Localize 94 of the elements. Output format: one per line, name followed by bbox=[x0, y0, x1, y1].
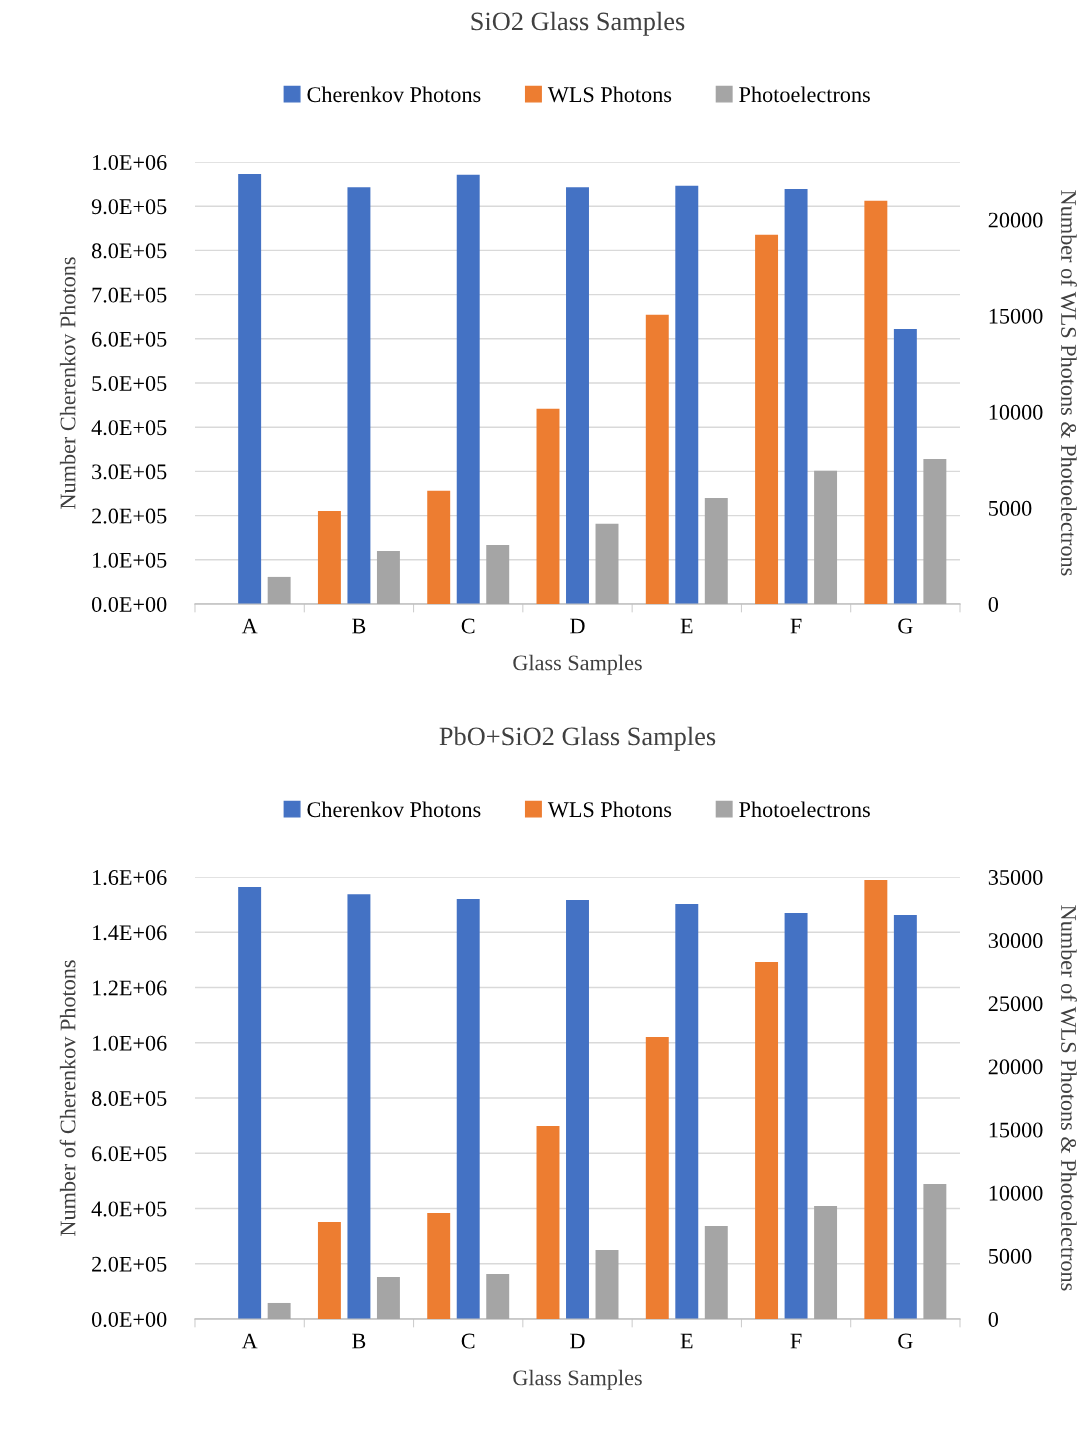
y2-tick-label: 10000 bbox=[989, 404, 1043, 420]
x-axis-title: Glass Samples bbox=[513, 654, 642, 675]
bar bbox=[376, 1276, 400, 1319]
bar bbox=[784, 188, 808, 604]
x-tick-label: D bbox=[570, 1333, 585, 1349]
x-tick-label: F bbox=[790, 618, 802, 634]
bar bbox=[486, 545, 510, 604]
y-tick-label: 1.0E+05 bbox=[93, 552, 167, 568]
y-axis-title: Number Cherenkov Photons bbox=[59, 257, 76, 509]
y-axis-title: Number of Cherenkov Photons bbox=[59, 960, 76, 1236]
y-tick-label: 3.0E+05 bbox=[92, 464, 167, 480]
y-tick-label: 0.0E+00 bbox=[91, 1311, 167, 1328]
legend-label: Cherenkov Photons bbox=[307, 86, 481, 103]
bar bbox=[864, 200, 888, 604]
y-tick-label: 1.2E+06 bbox=[93, 980, 167, 996]
y-tick-label: 2.0E+05 bbox=[92, 508, 167, 524]
x-axis-title: Glass Samples bbox=[513, 1369, 642, 1390]
y-tick-label: 6.0E+05 bbox=[92, 331, 167, 347]
y-tick-label: 6.0E+05 bbox=[92, 1146, 167, 1162]
bar bbox=[923, 1184, 947, 1319]
legend-label: WLS Photons bbox=[547, 801, 672, 818]
y2-tick-label: 15000 bbox=[989, 308, 1043, 324]
x-tick-label: A bbox=[241, 618, 258, 634]
bar bbox=[536, 1126, 560, 1319]
y2-tick-label: 10000 bbox=[989, 1185, 1043, 1201]
bar bbox=[893, 329, 917, 604]
y-tick-label: 1.6E+06 bbox=[93, 869, 167, 886]
x-tick-label: G bbox=[898, 618, 913, 634]
bar bbox=[238, 173, 262, 604]
bar bbox=[536, 408, 560, 604]
x-tick-label: C bbox=[461, 1333, 475, 1349]
y-tick-label: 4.0E+05 bbox=[91, 420, 167, 436]
bar bbox=[704, 1226, 728, 1319]
y2-tick-label: 20000 bbox=[988, 212, 1043, 228]
y-tick-label: 4.0E+05 bbox=[91, 1201, 167, 1217]
bar bbox=[566, 187, 589, 604]
y-tick-label: 1.4E+06 bbox=[93, 925, 167, 941]
x-tick-label: B bbox=[352, 618, 366, 634]
y-tick-label: 5.0E+05 bbox=[92, 375, 167, 392]
chart-title: SiO2 Glass Samples bbox=[471, 11, 685, 36]
bar bbox=[376, 550, 400, 604]
bar bbox=[486, 1274, 510, 1319]
y2-tick-label: 0 bbox=[988, 1311, 999, 1327]
y-tick-label: 0.0E+00 bbox=[91, 596, 167, 613]
y-tick-label: 8.0E+05 bbox=[91, 243, 167, 259]
legend-label: Photoelectrons bbox=[739, 86, 870, 103]
x-tick-label: B bbox=[352, 1333, 366, 1349]
bar bbox=[923, 458, 947, 604]
bar bbox=[675, 185, 699, 604]
bar bbox=[645, 1037, 669, 1319]
bar bbox=[267, 1302, 291, 1319]
legend-label: WLS Photons bbox=[547, 86, 672, 103]
y-tick-label: 7.0E+05 bbox=[92, 287, 167, 303]
bar bbox=[864, 880, 888, 1319]
y2-tick-label: 35000 bbox=[988, 869, 1043, 885]
bar bbox=[814, 1205, 838, 1319]
x-tick-label: E bbox=[680, 1333, 693, 1349]
bar bbox=[595, 1250, 619, 1319]
y2-tick-label: 20000 bbox=[988, 1059, 1043, 1075]
chart-title: PbO+SiO2 Glass Samples bbox=[439, 726, 716, 751]
y2-tick-label: 30000 bbox=[988, 933, 1043, 949]
bar bbox=[317, 510, 341, 604]
bar bbox=[645, 314, 669, 604]
y-tick-label: 1.0E+06 bbox=[93, 154, 167, 171]
bar bbox=[456, 174, 480, 604]
y2-axis-title: Number of WLS Photons & Photoelectrons bbox=[1060, 905, 1077, 1291]
bar bbox=[267, 576, 291, 604]
bar bbox=[427, 490, 451, 604]
y2-tick-label: 5000 bbox=[989, 500, 1032, 516]
y2-tick-label: 0 bbox=[988, 596, 999, 612]
y2-tick-label: 15000 bbox=[989, 1122, 1043, 1138]
bar bbox=[347, 187, 371, 604]
legend-label: Cherenkov Photons bbox=[307, 801, 481, 818]
x-tick-label: D bbox=[570, 618, 585, 634]
legend-label: Photoelectrons bbox=[739, 801, 870, 818]
x-tick-label: E bbox=[680, 618, 693, 634]
bar bbox=[814, 470, 838, 604]
y-tick-label: 1.0E+06 bbox=[93, 1035, 167, 1051]
y2-tick-label: 25000 bbox=[988, 996, 1043, 1012]
bar bbox=[317, 1222, 341, 1319]
x-tick-label: A bbox=[241, 1333, 258, 1349]
bar bbox=[755, 234, 779, 604]
y-tick-label: 9.0E+05 bbox=[91, 199, 167, 215]
x-tick-label: G bbox=[898, 1333, 913, 1349]
x-tick-label: F bbox=[790, 1333, 802, 1349]
y2-axis-title: Number of WLS Photons & Photoelectrons bbox=[1060, 190, 1077, 576]
bar bbox=[595, 523, 619, 604]
bar bbox=[704, 497, 728, 604]
bar bbox=[755, 961, 779, 1319]
y-tick-label: 8.0E+05 bbox=[91, 1090, 167, 1107]
bar bbox=[427, 1213, 451, 1319]
y-tick-label: 2.0E+05 bbox=[92, 1256, 167, 1272]
x-tick-label: C bbox=[461, 618, 475, 634]
y2-tick-label: 5000 bbox=[989, 1248, 1032, 1264]
